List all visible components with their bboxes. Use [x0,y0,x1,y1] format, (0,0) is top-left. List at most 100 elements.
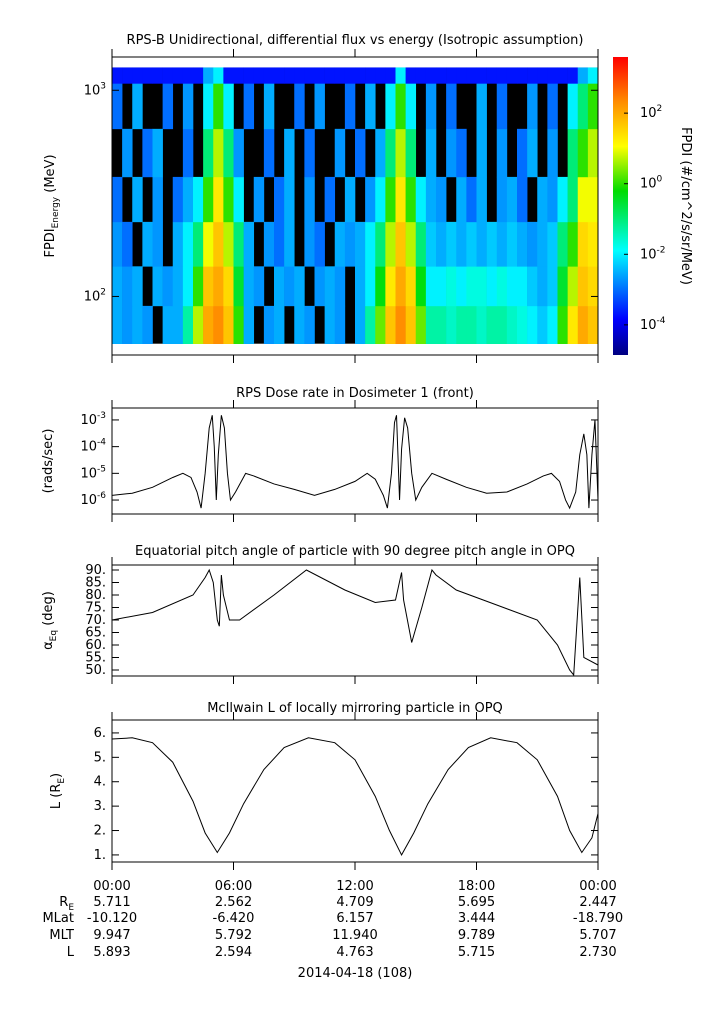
y-tick-label: 70. [85,613,106,628]
heat-cell [344,83,356,130]
heat-cell [496,221,508,267]
colorbar-label: FPDI (#/cm^2/s/sr/MeV) [679,127,694,285]
plot-frame [111,564,599,677]
panel-title: Equatorial pitch angle of particle with … [135,544,575,559]
heat-cell [365,176,376,223]
y-tick-label: 10-6 [80,491,106,508]
heat-cell [527,221,538,267]
y-tick-label: 5. [94,750,106,765]
heat-cell [203,176,214,223]
heat-cell [527,305,538,344]
heat-cell [233,128,244,178]
heat-cell [476,221,487,267]
heat-cell [223,266,234,307]
heat-cell [365,221,376,267]
heat-cell [203,128,214,178]
heat-cell [233,305,244,344]
y-tick-label: 102 [84,287,106,304]
heat-cell [527,128,538,178]
heat-cell [294,305,305,344]
heat-cell [506,266,518,307]
y-tick-label: 85. [85,575,106,590]
heat-cell [152,176,163,223]
heat-cell [355,266,366,307]
heat-cell [132,305,143,344]
heat-cell [324,266,336,307]
heat-cell [142,128,153,178]
ephemeris-value: 4.763 [336,945,373,960]
heat-cell [274,67,285,84]
heat-cell [253,176,265,223]
heat-cell [456,266,467,307]
heat-cell [547,266,558,307]
heat-cell [547,176,558,223]
ephemeris-value: 5.792 [215,928,252,943]
heat-cell [162,83,174,130]
heat-cell [213,83,224,130]
heat-cell [152,266,163,307]
heat-cell [425,305,437,344]
heat-cell [405,176,417,223]
ephemeris-value: 2.594 [215,945,252,960]
y-tick-label: 4. [94,774,106,789]
heat-cell [233,176,244,223]
heat-cell [547,128,558,178]
heat-cell [415,67,427,84]
heat-cell [436,305,447,344]
heat-cell [587,83,598,130]
heat-cell [537,221,548,267]
heat-cell [132,67,143,84]
heat-cell [517,176,528,223]
heat-cell [385,83,396,130]
y-tick-label: 50. [85,663,106,678]
heat-cell [193,176,204,223]
heat-cell [193,305,204,344]
ephemeris-value: -10.120 [87,911,137,926]
heat-cell [193,221,204,267]
ephemeris-label: L [67,945,75,960]
heat-cell [527,67,538,84]
heat-cell [395,305,406,344]
ephemeris-value: 5.893 [93,945,130,960]
heat-cell [425,221,437,267]
heat-cell [456,176,467,223]
heat-cell [537,305,548,344]
heat-cell [466,176,477,223]
heat-cell [476,67,487,84]
heat-cell [385,221,396,267]
heat-cell [263,128,275,178]
heat-cell [436,67,447,84]
heat-cell [334,305,346,344]
heat-cell [547,305,558,344]
heat-cell [405,128,417,178]
panel: RPS Dose rate in Dosimeter 1 (front) (rad… [41,386,599,522]
ephemeris-label: RE [59,895,74,913]
heat-cell [122,221,133,267]
heat-cell [517,221,528,267]
heat-cell [122,67,133,84]
heat-cell [375,221,386,267]
panel: Equatorial pitch angle of particle with … [41,544,599,684]
heat-cell [132,83,143,130]
heat-cell [304,128,315,178]
y-tick-label: 2. [94,823,106,838]
heat-cell [557,305,568,344]
y-tick-label: 6. [94,725,106,740]
y-axis-label: αEq (deg) [41,591,59,650]
heat-cell [506,305,518,344]
heat-cell [365,266,376,307]
heat-cell [456,128,467,178]
heat-cell [506,67,518,84]
heat-cell [446,128,457,178]
ephemeris-value: 11.940 [332,928,378,943]
heat-cell [587,221,598,267]
heat-cell [405,83,417,130]
data-line [112,568,598,676]
heat-cell [304,67,315,84]
heat-cell [375,266,386,307]
heat-cell [456,67,467,84]
heat-cell [284,176,295,223]
heat-cell [233,221,244,267]
heat-cell [122,266,133,307]
heat-cell [253,266,265,307]
